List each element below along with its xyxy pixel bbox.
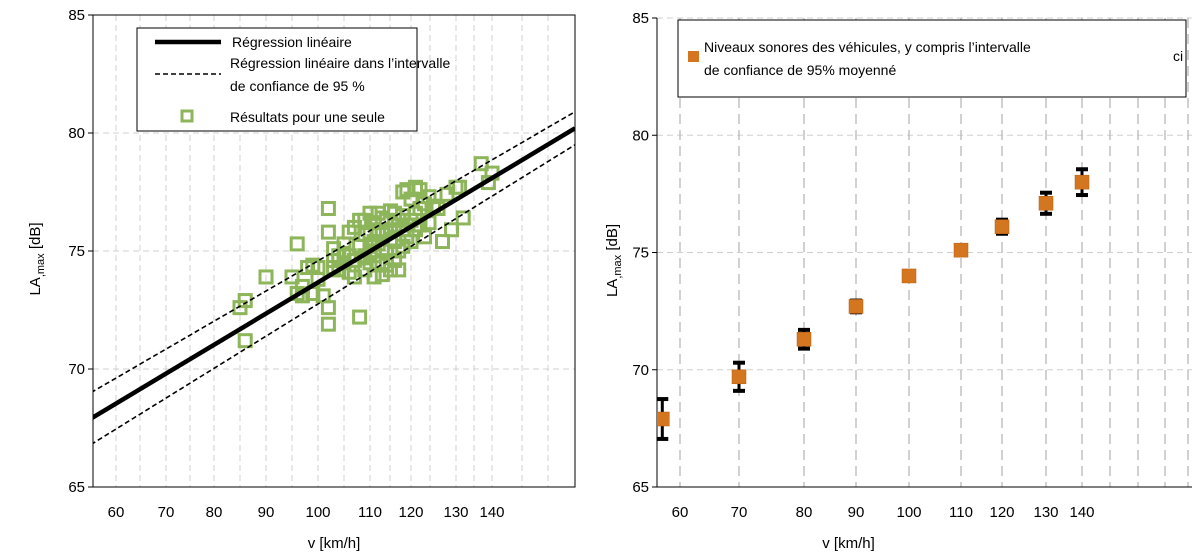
x-tick-label: 70 <box>158 504 175 521</box>
y-axis-title-unit: [dB] <box>27 222 44 253</box>
y-tick-label: 70 <box>68 361 85 378</box>
legend-box <box>136 27 418 132</box>
y-tick-label: 85 <box>632 10 649 27</box>
x-tick-label: 100 <box>305 504 330 521</box>
scatter-point <box>352 309 368 325</box>
mean-point <box>731 369 747 385</box>
y-axis-title-unit: [dB] <box>604 224 621 255</box>
x-axis-title: v [km/h] <box>308 535 361 552</box>
scatter-point <box>320 201 336 217</box>
y-axis-title-sub: ,max <box>612 254 624 278</box>
scatter-point <box>320 316 336 332</box>
x-axis-title: v [km/h] <box>822 535 875 552</box>
x-tick-label: 70 <box>731 504 748 521</box>
legend: Niveaux sonores des véhicules, y compris… <box>677 19 1187 98</box>
x-tick-label: 60 <box>672 504 689 521</box>
y-tick-label: 65 <box>632 479 649 496</box>
legend-label-regression: Régression linéaire <box>232 34 352 50</box>
legend-point-swatch <box>180 109 194 123</box>
x-tick-label: 130 <box>1033 504 1058 521</box>
chart-panel-1: 65 70 75 80 85 60 70 80 90 100 110 120 130 140 v [km/h… <box>27 7 576 552</box>
x-tick-label: 140 <box>1069 504 1094 521</box>
scatter-point <box>237 333 253 349</box>
scatter-point <box>444 222 459 238</box>
legend-mean-swatch <box>688 51 699 62</box>
x-tick-label: 110 <box>358 504 382 521</box>
y-axis-title-main: LA <box>604 279 621 297</box>
scatter-point <box>473 156 489 172</box>
x-tick-label: 130 <box>443 504 468 521</box>
x-tick-label: 80 <box>796 504 813 521</box>
legend: Régression linéaire Régression linéaire d… <box>136 27 450 132</box>
plot-area <box>93 111 575 445</box>
x-tick-label: 140 <box>479 504 504 521</box>
mean-point <box>1074 174 1090 190</box>
scatter-point <box>289 236 305 252</box>
y-tick-label: 80 <box>68 125 85 142</box>
scatter-point <box>435 234 450 250</box>
y-axis-title: LA,max [dB] <box>27 222 47 295</box>
legend-overflow-text: ci <box>1173 48 1183 64</box>
legend-label-mean-2: de confiance de 95% moyenné <box>704 62 896 78</box>
y-tick-label: 75 <box>632 245 649 262</box>
mean-point <box>796 332 812 347</box>
x-tick-label: 120 <box>989 504 1014 521</box>
scatter-point <box>284 269 300 285</box>
y-tick-label: 70 <box>632 362 649 379</box>
mean-point <box>848 299 864 314</box>
x-tick-label: 110 <box>949 504 973 521</box>
scatter-point <box>452 179 468 195</box>
legend-label-mean: Niveaux sonores des véhicules, y compris… <box>704 39 1031 55</box>
y-axis-title-sub: ,max <box>35 253 47 277</box>
mean-point <box>901 268 917 284</box>
legend-label-points: Résultats pour une seule <box>230 109 385 125</box>
scatter-point <box>320 300 336 316</box>
legend-box <box>677 19 1187 98</box>
scatter-point <box>383 262 398 278</box>
mean-point <box>1038 196 1054 211</box>
y-tick-label: 80 <box>632 127 649 144</box>
x-tick-label: 100 <box>896 504 921 521</box>
mean-point <box>953 242 969 258</box>
y-axis-title-main: LA <box>27 277 44 295</box>
y-tick-label: 85 <box>68 7 85 24</box>
legend-label-confidence: Régression linéaire dans l’intervalle <box>230 55 450 71</box>
plot-area <box>657 167 1090 441</box>
scatter-point <box>320 224 336 240</box>
scatter-point <box>387 252 403 268</box>
y-tick-label: 75 <box>68 243 85 260</box>
regression-line <box>93 126 575 420</box>
confidence-upper-line <box>93 111 575 393</box>
grid <box>657 17 1192 488</box>
scatter-point <box>310 260 326 276</box>
x-tick-label: 90 <box>848 504 865 521</box>
mean-point <box>994 219 1010 234</box>
scatter-point <box>258 269 274 285</box>
y-tick-label: 65 <box>68 479 85 496</box>
confidence-lower-line <box>93 144 575 445</box>
y-axis-title: LA,max [dB] <box>604 224 624 297</box>
x-tick-label: 120 <box>398 504 423 521</box>
scatter-point <box>366 269 382 285</box>
mean-point <box>657 411 670 427</box>
x-tick-label: 90 <box>258 504 275 521</box>
legend-label-confidence-2: de confiance de 95 % <box>230 78 365 94</box>
scatter-point <box>455 210 471 226</box>
scatter-point <box>417 229 432 245</box>
x-tick-label: 60 <box>108 504 125 521</box>
chart-panel-2: 65 70 75 80 85 60 70 80 90 100 110 120 130 140 v [km/h… <box>604 10 1192 552</box>
x-tick-label: 80 <box>206 504 223 521</box>
scatter-point <box>391 262 407 278</box>
